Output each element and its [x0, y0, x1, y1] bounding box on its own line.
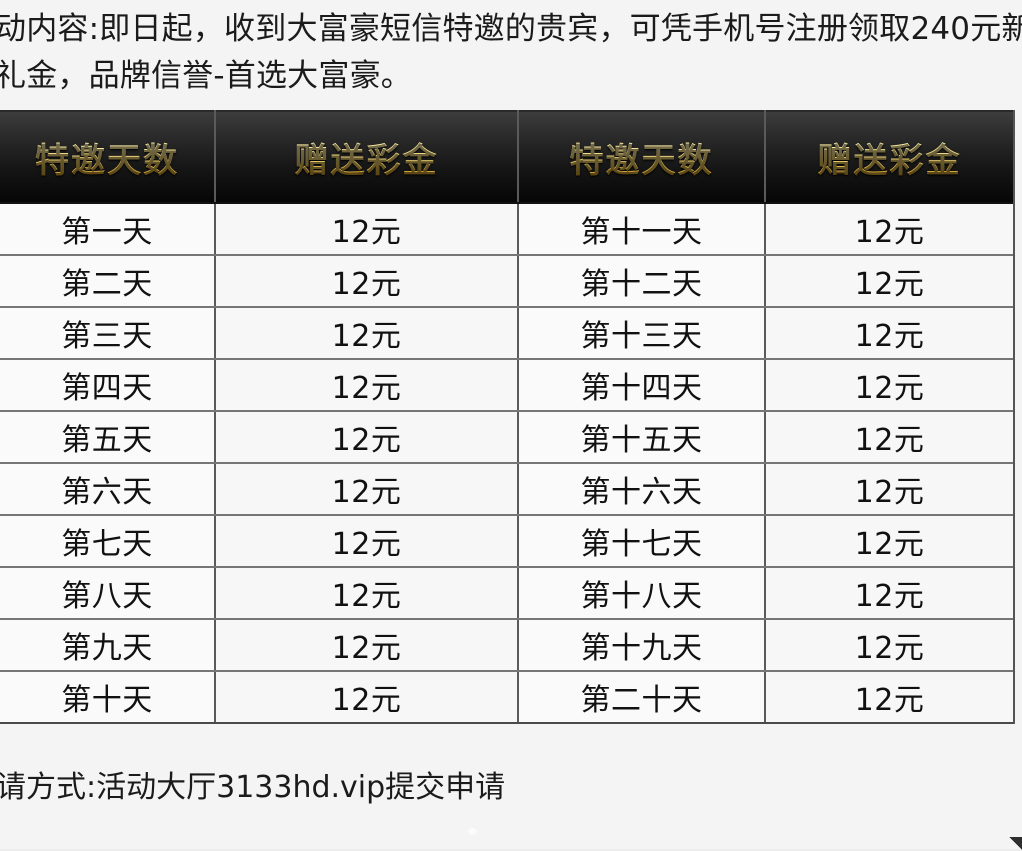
table-row: 第八天 12元 第十八天 12元	[0, 567, 1013, 620]
cell-amount-left: 12元	[215, 619, 519, 672]
cell-amount-left: 12元	[215, 203, 519, 256]
cell-amount-left: 12元	[215, 567, 519, 620]
column-header-label: 特邀天数	[570, 133, 714, 182]
cell-day-left: 第五天	[0, 411, 216, 464]
table-row: 第三天 12元 第十三天 12元	[0, 307, 1013, 360]
table-row: 第一天 12元 第十一天 12元	[0, 203, 1013, 256]
image-speck-artifact	[468, 828, 477, 835]
cell-day-right: 第十六天	[518, 463, 766, 516]
corner-artifact	[1008, 837, 1022, 851]
cell-amount-right: 12元	[765, 255, 1013, 308]
cell-day-right: 第十九天	[518, 619, 766, 672]
cell-day-left: 第十天	[0, 671, 216, 724]
table-row: 第九天 12元 第十九天 12元	[0, 619, 1013, 672]
cell-amount-right: 12元	[765, 515, 1013, 568]
cell-day-left: 第三天	[0, 307, 216, 360]
cell-amount-left: 12元	[215, 307, 519, 360]
column-header-invite-days-1: 特邀天数	[0, 110, 216, 204]
cell-day-left: 第七天	[0, 515, 216, 568]
cell-amount-right: 12元	[765, 463, 1013, 516]
cell-day-right: 第十一天	[518, 203, 766, 256]
bonus-schedule-table-container: 特邀天数 赠送彩金 特邀天数 赠送彩金 第一天 12元 第十一天 12元 第二天 12元第…	[0, 110, 1015, 724]
table-header-row: 特邀天数 赠送彩金 特邀天数 赠送彩金	[0, 110, 1013, 204]
cell-amount-right: 12元	[765, 203, 1013, 256]
cell-amount-left: 12元	[215, 359, 519, 412]
table-header: 特邀天数 赠送彩金 特邀天数 赠送彩金	[0, 110, 1013, 204]
column-header-label: 赠送彩金	[295, 133, 439, 182]
cell-day-left: 第一天	[0, 203, 216, 256]
table-row: 第十天 12元 第二十天 12元	[0, 671, 1013, 724]
cell-amount-right: 12元	[765, 567, 1013, 620]
cell-day-right: 第十七天	[518, 515, 766, 568]
bottom-edge-strip	[0, 849, 1022, 851]
cell-amount-right: 12元	[765, 307, 1013, 360]
column-header-label: 赠送彩金	[818, 133, 962, 182]
cell-amount-right: 12元	[765, 619, 1013, 672]
column-header-bonus-1: 赠送彩金	[215, 110, 519, 204]
cell-day-right: 第十五天	[518, 411, 766, 464]
table-row: 第二天 12元 第十二天 12元	[0, 255, 1013, 308]
cell-amount-left: 12元	[215, 671, 519, 724]
column-header-invite-days-2: 特邀天数	[518, 110, 766, 204]
cell-day-left: 第四天	[0, 359, 216, 412]
table-row: 第七天 12元 第十七天 12元	[0, 515, 1013, 568]
cell-day-right: 第十三天	[518, 307, 766, 360]
cell-amount-left: 12元	[215, 411, 519, 464]
promotion-description-line-2: 礼金，品牌信誉-首选大富豪。	[0, 58, 412, 94]
cell-amount-right: 12元	[765, 359, 1013, 412]
table-body: 第一天 12元 第十一天 12元 第二天 12元 第十二天 12元 第三天 12元 第十三天 12元第…	[0, 203, 1013, 724]
cell-amount-left: 12元	[215, 463, 519, 516]
column-header-bonus-2: 赠送彩金	[765, 110, 1013, 204]
cell-amount-left: 12元	[215, 255, 519, 308]
cell-day-left: 第六天	[0, 463, 216, 516]
application-method-note: 请方式:活动大厅3133hd.vip提交申请	[0, 770, 506, 805]
cell-amount-right: 12元	[765, 671, 1013, 724]
promotion-description-line-1: 动内容:即日起，收到大富豪短信特邀的贵宾，可凭手机号注册领取240元新	[0, 11, 1022, 47]
cell-day-right: 第二十天	[518, 671, 766, 724]
cell-amount-left: 12元	[215, 515, 519, 568]
table-row: 第六天 12元 第十六天 12元	[0, 463, 1013, 516]
table-row: 第五天 12元 第十五天 12元	[0, 411, 1013, 464]
cell-amount-right: 12元	[765, 411, 1013, 464]
cell-day-right: 第十八天	[518, 567, 766, 620]
cell-day-left: 第九天	[0, 619, 216, 672]
cell-day-left: 第二天	[0, 255, 216, 308]
table-row: 第四天 12元 第十四天 12元	[0, 359, 1013, 412]
cell-day-left: 第八天	[0, 567, 216, 620]
cell-day-right: 第十四天	[518, 359, 766, 412]
column-header-label: 特邀天数	[35, 133, 179, 182]
bonus-schedule-table: 特邀天数 赠送彩金 特邀天数 赠送彩金 第一天 12元 第十一天 12元 第二天 12元第…	[0, 110, 1013, 724]
promotion-description: 动内容:即日起，收到大富豪短信特邀的贵宾，可凭手机号注册领取240元新 礼金，品…	[0, 6, 1022, 100]
cell-day-right: 第十二天	[518, 255, 766, 308]
